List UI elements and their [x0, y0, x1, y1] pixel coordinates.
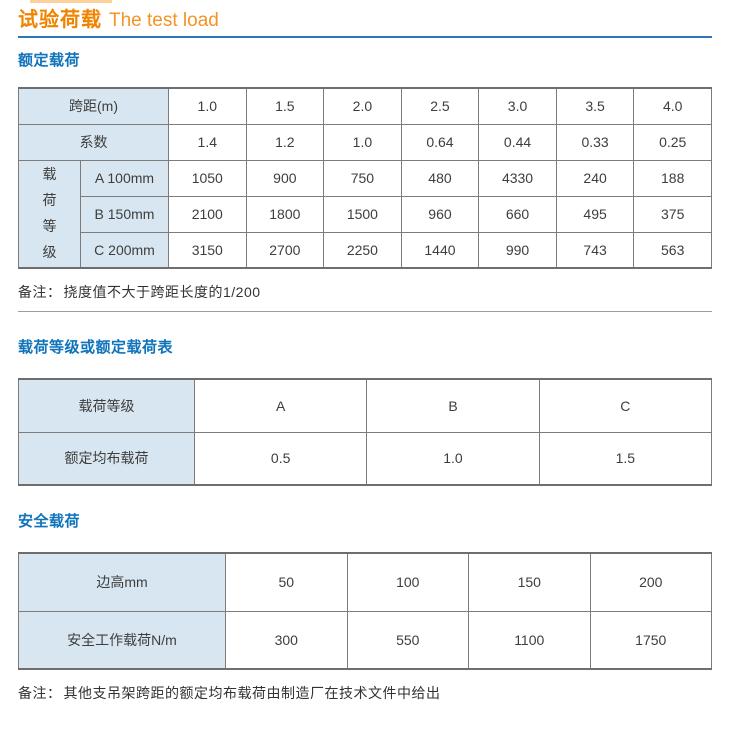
- cell: 1750: [589, 610, 712, 670]
- table-row-coefficient: 系数 1.4 1.2 1.0 0.64 0.44 0.33 0.25: [18, 123, 712, 161]
- page-title-en: The test load: [109, 10, 219, 31]
- note-rated-load: 备注： 挠度值不大于跨距长度的1/200: [18, 282, 712, 302]
- cell: 0.44: [478, 123, 557, 161]
- section-heading-rated-load: 额定载荷: [18, 52, 81, 69]
- page-title: 试验荷载 The test load: [18, 8, 712, 34]
- table-row-grade-b: B 150mm 2100 1800 1500 960 660 495 375: [19, 195, 712, 233]
- table-row-safe-working-load: 安全工作载荷N/m 300 550 1100 1750: [18, 610, 712, 670]
- row-label-coefficient: 系数: [18, 123, 169, 161]
- note-safe-load: 备注： 其他支吊架跨距的额定均布载荷由制造厂在技术文件中给出: [18, 683, 712, 703]
- cell: 1.0: [168, 87, 247, 125]
- cell: 495: [555, 195, 635, 233]
- cell: 1050: [168, 159, 247, 197]
- cell: 900: [245, 159, 325, 197]
- table-row-rated-uniform-load: 额定均布载荷 0.5 1.0 1.5: [18, 431, 713, 486]
- cell: 1.5: [245, 87, 325, 125]
- cell: 1440: [400, 231, 480, 269]
- cell: 1.5: [538, 431, 713, 486]
- cell: 0.25: [633, 123, 712, 161]
- cell: 300: [225, 610, 348, 670]
- cell: 188: [633, 159, 712, 197]
- cell: 200: [589, 552, 712, 612]
- page-content: 试验荷载 The test load 额定载荷 跨距(m) 1.0 1.5 2.0…: [18, 8, 713, 703]
- table-row-grade-c: C 200mm 3150 2700 2250 1440 990 743 563: [19, 231, 712, 269]
- cell: 550: [346, 610, 469, 670]
- cell: 563: [633, 231, 712, 269]
- cell: 3150: [168, 231, 247, 269]
- row-label-rated-uniform-load: 额定均布载荷: [18, 431, 195, 486]
- title-underline: [18, 36, 712, 38]
- cell: 750: [323, 159, 402, 197]
- cell: 743: [555, 231, 635, 269]
- cell: C: [538, 378, 713, 433]
- cell: 375: [633, 195, 712, 233]
- cell: 960: [400, 195, 480, 233]
- cell: B: [366, 378, 540, 433]
- row-label-side-height: 边高mm: [18, 552, 226, 612]
- row-label-grade-a: A 100mm: [80, 159, 169, 197]
- cell: 2700: [245, 231, 325, 269]
- cell: 2.0: [323, 87, 402, 125]
- row-label-span: 跨距(m): [18, 87, 169, 125]
- row-label-safe-working-load: 安全工作载荷N/m: [18, 610, 226, 670]
- cell: 2250: [323, 231, 402, 269]
- row-label-grade: 载荷等级: [18, 378, 195, 433]
- cell: 50: [225, 552, 348, 612]
- rated-load-table: 跨距(m) 1.0 1.5 2.0 2.5 3.0 3.5 4.0 系数 1.4…: [18, 87, 712, 269]
- cell: 990: [478, 231, 557, 269]
- section-heading-safe-load: 安全载荷: [18, 513, 81, 530]
- cell: 1.0: [366, 431, 540, 486]
- table-row-span: 跨距(m) 1.0 1.5 2.0 2.5 3.0 3.5 4.0: [18, 87, 712, 125]
- row-label-grade-c: C 200mm: [80, 231, 169, 269]
- table-row-grade-a: 载荷等级 A 100mm 1050 900 750 480 4330 240 1…: [18, 159, 712, 269]
- cell: 1800: [245, 195, 325, 233]
- row-label-grade-b: B 150mm: [80, 195, 169, 233]
- table-row-grade: 载荷等级 A B C: [18, 378, 713, 433]
- cell: 2.5: [400, 87, 480, 125]
- cell: 0.64: [400, 123, 480, 161]
- safe-load-table: 边高mm 50 100 150 200 安全工作载荷N/m 300 550 11…: [18, 552, 712, 670]
- table-row-side-height: 边高mm 50 100 150 200: [18, 552, 712, 612]
- cell: A: [193, 378, 368, 433]
- cell: 240: [555, 159, 635, 197]
- cell: 3.0: [478, 87, 557, 125]
- page-top-fragment: [30, 0, 112, 3]
- cell: 1100: [468, 610, 591, 670]
- cell: 1.2: [245, 123, 325, 161]
- cell: 660: [478, 195, 557, 233]
- cell: 1.4: [168, 123, 247, 161]
- cell: 2100: [168, 195, 247, 233]
- note-label: 备注：: [18, 284, 62, 300]
- cell: 1.0: [323, 123, 402, 161]
- cell: 0.33: [555, 123, 635, 161]
- grade-table: 载荷等级 A B C 额定均布载荷 0.5 1.0 1.5: [18, 378, 713, 486]
- note-text: 挠度值不大于跨距长度的1/200: [63, 284, 261, 300]
- section-divider: [18, 311, 712, 312]
- cell: 480: [400, 159, 480, 197]
- cell: 100: [346, 552, 469, 612]
- cell: 1500: [323, 195, 402, 233]
- cell: 150: [468, 552, 591, 612]
- cell: 0.5: [193, 431, 368, 486]
- note-text: 其他支吊架跨距的额定均布载荷由制造厂在技术文件中给出: [63, 685, 441, 701]
- cell: 3.5: [555, 87, 635, 125]
- note-label: 备注：: [18, 685, 62, 701]
- page-title-zh: 试验荷载: [18, 9, 102, 31]
- cell: 4330: [478, 159, 557, 197]
- section-heading-grade-table: 载荷等级或额定载荷表: [18, 339, 174, 356]
- vertical-label: 载荷等级: [42, 165, 57, 260]
- cell: 4.0: [633, 87, 712, 125]
- row-group-label-load-grade: 载荷等级: [18, 159, 81, 269]
